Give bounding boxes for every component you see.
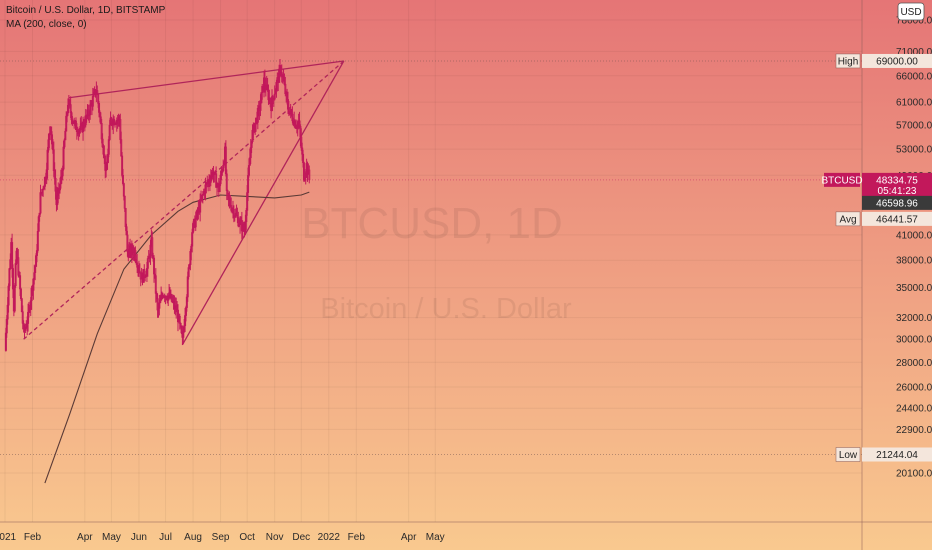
ma-value-tag: [862, 195, 932, 210]
x-tick-label: 2022: [318, 532, 341, 543]
x-tick-label: 2021: [0, 532, 17, 543]
y-tick-label: 35000.00: [896, 283, 932, 294]
candle-body: [146, 258, 149, 269]
y-tick-label: 22900.00: [896, 425, 932, 436]
x-tick-label: Oct: [239, 532, 255, 543]
low-value: 21244.04: [876, 450, 918, 461]
candle-body: [34, 266, 37, 273]
ma-legend[interactable]: MA (200, close, 0): [6, 19, 87, 30]
candle-body: [199, 199, 202, 213]
y-tick-label: 41000.00: [896, 230, 932, 241]
y-tick-label: 30000.00: [896, 335, 932, 346]
last-price-value: 48334.75: [876, 175, 918, 186]
x-tick-label: Jul: [159, 532, 172, 543]
candle-body: [8, 268, 11, 287]
y-tick-label: 24400.00: [896, 404, 932, 415]
countdown-value: 05:41:23: [878, 186, 917, 197]
candle-body: [247, 165, 250, 176]
x-tick-label: Nov: [266, 532, 284, 543]
x-tick-label: Sep: [212, 532, 230, 543]
candle-body: [259, 102, 262, 111]
ma-layer: [44, 191, 310, 484]
high-value: 69000.00: [876, 56, 918, 67]
ma200-line: [44, 191, 310, 484]
candle-body: [89, 104, 92, 116]
candle-body: [106, 162, 109, 170]
candle-body: [62, 146, 65, 170]
y-tick-label: 78000.00: [896, 16, 932, 27]
y-tick-label: 26000.00: [896, 383, 932, 394]
y-tick-label: 20100.00: [896, 469, 932, 480]
candle-body: [36, 231, 39, 251]
y-tick-label: 53000.00: [896, 145, 932, 156]
avg-value: 46441.57: [876, 214, 918, 225]
avg-tag: [862, 211, 932, 226]
low-label-box: [835, 447, 861, 462]
y-tick-label: 71000.00: [896, 47, 932, 58]
last-price-label-box: [824, 172, 860, 187]
high-tag: [862, 53, 932, 68]
avg-label: Avg: [839, 214, 856, 225]
candle-layer: [4, 58, 311, 352]
low-label: Low: [839, 450, 858, 461]
x-tick-label: Apr: [401, 532, 417, 543]
candle-body: [46, 149, 49, 171]
candle-body: [191, 232, 194, 247]
x-tick-label: Feb: [24, 532, 42, 543]
x-tick-label: Dec: [292, 532, 310, 543]
x-tick-label: May: [102, 532, 121, 543]
high-label-box: [835, 53, 861, 69]
last-price-label: BTCUSD: [821, 175, 862, 186]
y-tick-label: 38000.00: [896, 256, 932, 267]
candle-body: [91, 96, 94, 107]
y-tick-label: 28000.00: [896, 358, 932, 369]
candle-body: [64, 130, 67, 141]
ma-value: 46598.96: [876, 198, 918, 209]
candle-body: [39, 192, 42, 214]
y-tick-label: 57000.00: [896, 120, 932, 131]
watermark-name: Bitcoin / U.S. Dollar: [320, 293, 572, 325]
candle-body: [273, 93, 276, 100]
candle-body: [107, 139, 110, 155]
candle-body: [308, 169, 311, 181]
x-tick-label: Apr: [77, 532, 93, 543]
last-price-tag: [862, 172, 932, 197]
symbol-legend[interactable]: Bitcoin / U.S. Dollar, 1D, BITSTAMP: [6, 5, 166, 16]
candle-body: [186, 276, 189, 298]
avg-label-box: [835, 211, 861, 227]
candle-body: [13, 285, 16, 312]
candle-body: [14, 263, 17, 287]
x-tick-label: Jun: [131, 532, 147, 543]
currency-badge: [897, 2, 925, 21]
x-tick-label: Aug: [184, 532, 202, 543]
y-tick-label: 61000.00: [896, 98, 932, 109]
currency-badge-text: USD: [900, 7, 921, 18]
x-tick-label: Feb: [348, 532, 366, 543]
candle-body: [247, 175, 250, 193]
candle-body: [63, 139, 66, 148]
trendline-resistance: [68, 60, 344, 99]
trendline-rising-support: [181, 60, 345, 346]
candle-body: [108, 124, 111, 140]
y-tick-label: 66000.00: [896, 71, 932, 82]
watermark-ticker: BTCUSD, 1D: [301, 199, 563, 248]
candle-body: [158, 302, 161, 309]
high-label: High: [838, 56, 859, 67]
x-tick-label: May: [426, 532, 445, 543]
low-tag: [862, 447, 932, 462]
y-tick-label: 32000.00: [896, 313, 932, 324]
